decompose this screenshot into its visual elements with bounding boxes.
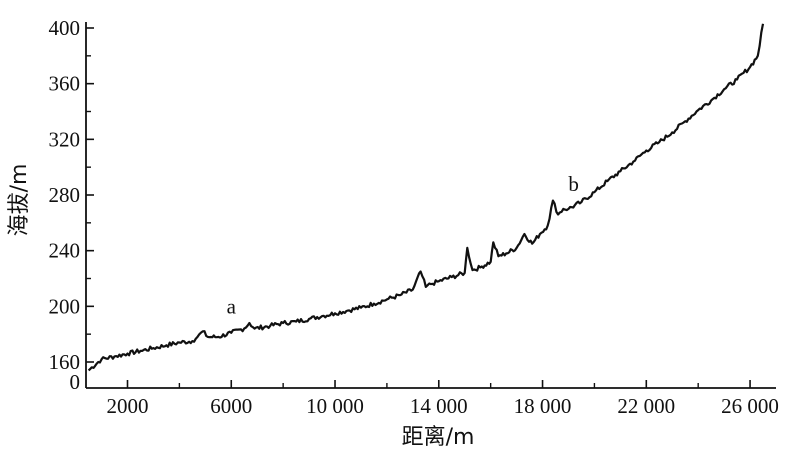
annotation-label: b bbox=[568, 172, 579, 196]
y-tick-label: 240 bbox=[49, 239, 81, 263]
annotation-label: a bbox=[227, 294, 237, 318]
y-tick-label: 400 bbox=[49, 16, 81, 40]
y-tick-label: 280 bbox=[49, 183, 81, 207]
x-tick-label: 26 000 bbox=[721, 394, 779, 418]
x-tick-label: 22 000 bbox=[617, 394, 675, 418]
x-tick-label: 6000 bbox=[210, 394, 252, 418]
x-tick-label: 2000 bbox=[107, 394, 149, 418]
axes bbox=[85, 22, 776, 389]
elevation-line bbox=[87, 23, 765, 372]
y-tick-label: 360 bbox=[49, 72, 81, 96]
annotations: ab bbox=[227, 172, 579, 318]
y-tick-label: 160 bbox=[49, 350, 81, 374]
x-axis-ticks: 2000 6000 10 000 14 000 18 000 22 000 26 000 bbox=[107, 380, 779, 418]
x-tick-label: 14 000 bbox=[410, 394, 468, 418]
y-tick-label: 320 bbox=[49, 127, 81, 151]
x-tick-label: 18 000 bbox=[514, 394, 572, 418]
y-tick-label-zero: 0 bbox=[70, 370, 81, 394]
x-tick-label: 10 000 bbox=[306, 394, 364, 418]
x-axis-title: 距离/m bbox=[402, 425, 475, 450]
y-axis-title: 海拔/m bbox=[7, 164, 32, 237]
y-axis-ticks: 160 200 240 280 320 360 400 0 bbox=[49, 16, 94, 394]
y-tick-label: 200 bbox=[49, 294, 81, 318]
